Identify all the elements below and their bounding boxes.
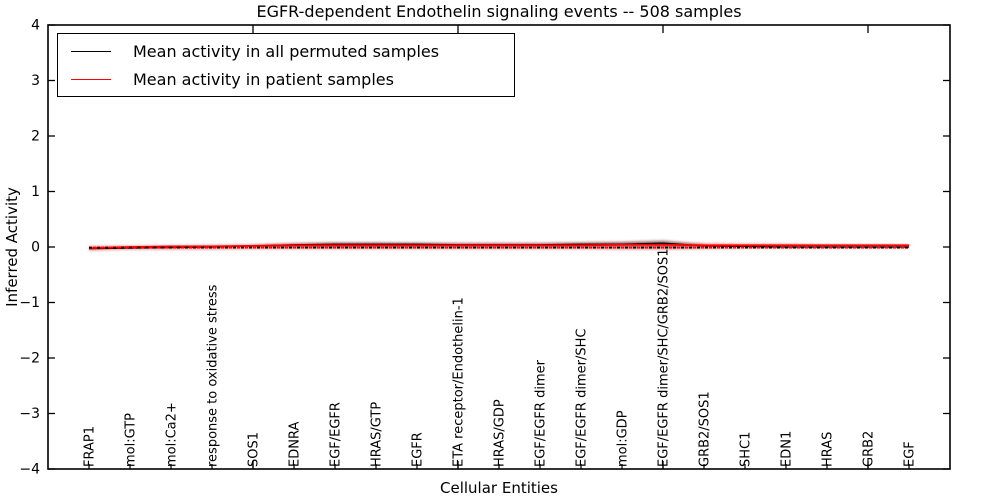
axes-frame <box>47 24 951 470</box>
x-tick-label: EGF/EGFR <box>329 402 344 467</box>
legend-label: Mean activity in all permuted samples <box>133 41 440 61</box>
x-tick-label: EGF <box>903 441 918 467</box>
x-tick-label: GRB2/SOS1 <box>698 391 713 467</box>
y-tick-label: −3 <box>19 406 40 422</box>
y-tick-label: −1 <box>19 295 40 311</box>
legend: Mean activity in all permuted samples Me… <box>57 33 515 97</box>
x-tick-label: HRAS/GTP <box>370 402 385 467</box>
y-tick-label: 1 <box>31 184 40 200</box>
x-tick-label: mol:Ca2+ <box>165 402 180 467</box>
y-tick-label: 4 <box>31 18 40 34</box>
y-tick-label: −2 <box>19 351 40 367</box>
y-tick-label: −4 <box>19 462 40 478</box>
chart-title: EGFR-dependent Endothelin signaling even… <box>256 2 742 21</box>
x-tick-label: mol:GDP <box>616 410 631 467</box>
x-axis-label: Cellular Entities <box>440 479 558 497</box>
x-tick-label: SOS1 <box>247 432 262 467</box>
x-tick-label: EGF/EGFR dimer/SHC <box>575 329 590 467</box>
y-tick-label: 0 <box>31 240 40 256</box>
legend-label: Mean activity in patient samples <box>133 69 394 89</box>
legend-line-sample-permuted <box>71 50 111 52</box>
x-tick-label: GRB2 <box>862 431 877 467</box>
legend-line-sample-patient <box>71 78 111 80</box>
y-tick-label: 3 <box>31 73 40 89</box>
x-tick-label: response to oxidative stress <box>206 284 221 467</box>
x-tick-label: FRAP1 <box>83 426 98 467</box>
x-tick-label: EDN1 <box>780 431 795 467</box>
x-tick-label: SHC1 <box>739 432 754 467</box>
x-tick-label: EGF/EGFR dimer/SHC/GRB2/SOS1 <box>657 249 672 468</box>
x-tick-label: HRAS/GDP <box>493 399 508 467</box>
x-tick-label: ETA receptor/Endothelin-1 <box>452 297 467 467</box>
legend-entry: Mean activity in patient samples <box>58 70 514 89</box>
legend-entry: Mean activity in all permuted samples <box>58 42 514 61</box>
y-tick-label: 2 <box>31 129 40 145</box>
x-tick-label: EDNRA <box>288 422 303 467</box>
x-tick-label: EGFR <box>411 432 426 467</box>
series-line-Mean-activity-in-patient-samples <box>88 243 909 250</box>
x-tick-label: HRAS <box>821 432 836 467</box>
x-tick-label: mol:GTP <box>124 413 139 467</box>
x-tick-label: EGF/EGFR dimer <box>534 359 549 467</box>
